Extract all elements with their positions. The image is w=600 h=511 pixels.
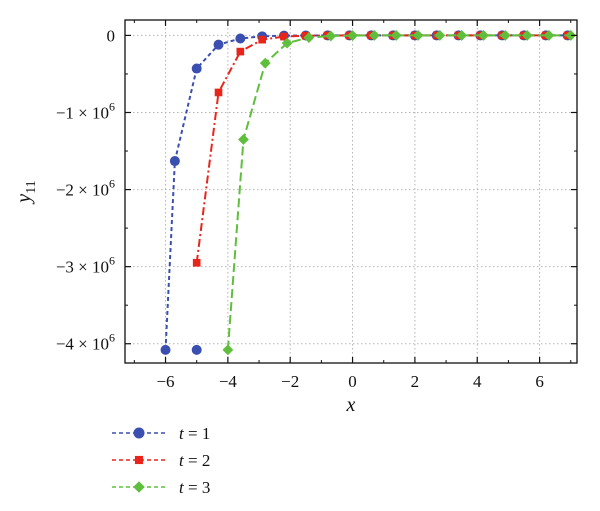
legend-item-3: t = 3 [112, 478, 210, 497]
data-point [281, 37, 293, 49]
series-3 [222, 30, 577, 356]
data-point [412, 30, 424, 41]
y-tick-label: −1 × 106 [56, 99, 115, 122]
y-tick-label: −3 × 106 [56, 254, 115, 277]
x-tick-label: 0 [348, 372, 357, 391]
legend-marker [134, 455, 144, 465]
data-point [235, 33, 246, 44]
y-tick-label: 0 [107, 26, 116, 45]
series-line [226, 34, 571, 350]
data-point [238, 134, 249, 145]
data-point [280, 32, 288, 41]
series-line [195, 34, 568, 263]
plot-frame [124, 19, 578, 364]
series-line [164, 34, 568, 350]
legend-marker [133, 481, 145, 493]
data-point [192, 258, 201, 267]
data-point [236, 47, 245, 56]
y-axis-label: y11 [13, 180, 39, 204]
y-tick-exponent: 6 [109, 99, 115, 113]
data-point [303, 32, 315, 43]
data-point [222, 344, 234, 356]
data-point [191, 344, 202, 355]
y-axis-label-base: y [13, 194, 35, 205]
series-group [160, 30, 577, 356]
axis-ticks: −6 −4 −2 0 2 4 60−1 × 106−2 × 106−3 × 106−4 × … [56, 20, 577, 391]
x-tick-label: −2 [281, 372, 299, 391]
data-point [499, 30, 511, 41]
y-axis-title: y11 [13, 180, 39, 204]
y-tick-mantissa: −4 × 10 [56, 335, 109, 354]
y-tick-label: −2 × 106 [56, 177, 115, 200]
x-tick-label: −6 [156, 372, 174, 391]
series-1 [160, 30, 573, 355]
y-axis-label-subscript: 11 [24, 180, 39, 193]
data-point [543, 30, 555, 41]
y-tick-label: −4 × 106 [56, 331, 115, 354]
y-tick-mantissa: −2 × 10 [56, 181, 109, 200]
y-tick-exponent: 6 [109, 177, 115, 191]
legend-label: t = 3 [179, 478, 210, 497]
data-point [259, 57, 271, 69]
x-axis-title: x [346, 394, 356, 416]
legend-variable: t [179, 478, 185, 497]
legend-variable: t [179, 451, 185, 470]
legend: t = 1t = 2t = 3 [112, 424, 210, 497]
y-tick-exponent: 6 [109, 331, 115, 345]
x-axis-label: x [346, 394, 356, 416]
legend-label: t = 2 [179, 451, 210, 470]
legend-value: = 1 [184, 424, 211, 443]
x-tick-label: 2 [411, 372, 420, 391]
data-point [390, 30, 402, 41]
series-2 [192, 31, 572, 267]
x-tick-label: 6 [535, 372, 544, 391]
data-point [521, 30, 533, 41]
legend-item-1: t = 1 [112, 424, 210, 443]
data-point [565, 30, 577, 41]
x-tick-label: −4 [219, 372, 238, 391]
x-tick-label: 4 [473, 372, 482, 391]
data-point [213, 39, 224, 50]
data-point [325, 30, 337, 42]
data-point [169, 156, 180, 167]
legend-marker [133, 427, 145, 439]
data-point [456, 30, 468, 41]
legend-variable: t [179, 424, 185, 443]
data-point [478, 30, 489, 41]
legend-label: t = 1 [179, 424, 210, 443]
data-point [368, 30, 380, 41]
data-point [347, 30, 358, 41]
data-point [160, 344, 171, 355]
data-point [258, 35, 266, 44]
y-tick-exponent: 6 [109, 254, 115, 268]
data-point [214, 88, 223, 97]
legend-value: = 3 [184, 478, 211, 497]
y-tick-mantissa: −3 × 10 [56, 258, 109, 277]
legend-item-2: t = 2 [112, 451, 210, 470]
legend-value: = 2 [184, 451, 211, 470]
y-tick-mantissa: 0 [107, 26, 116, 45]
data-point [191, 63, 202, 74]
data-point [434, 30, 446, 41]
y-tick-mantissa: −1 × 10 [56, 103, 109, 122]
